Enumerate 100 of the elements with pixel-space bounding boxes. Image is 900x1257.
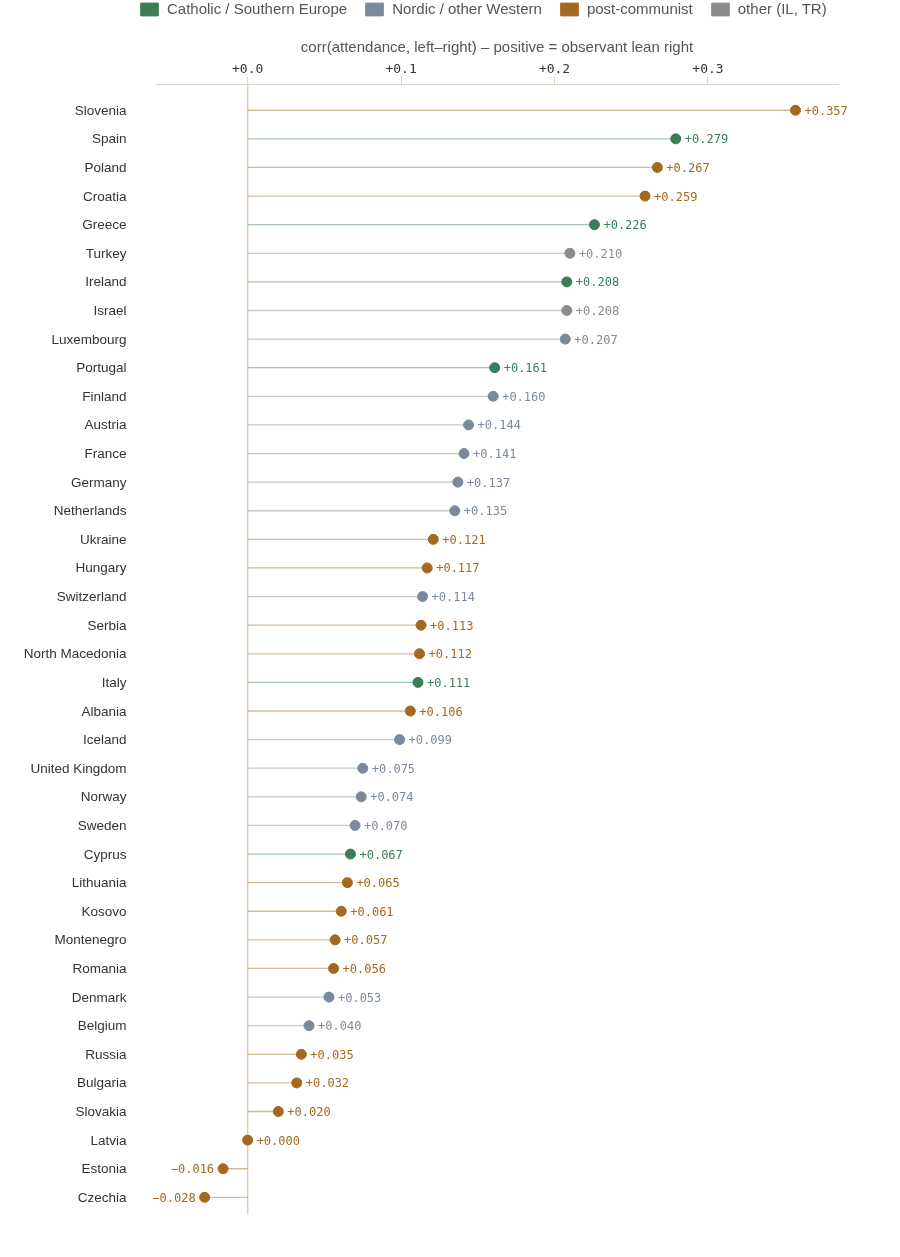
legend-label: Catholic / Southern Europe [167, 0, 348, 17]
data-label: +0.137 [466, 475, 511, 490]
data-label: +0.111 [426, 675, 471, 690]
point [427, 533, 439, 545]
data-label: +0.279 [684, 132, 729, 147]
legend-label: other (IL, TR) [737, 0, 827, 17]
point [414, 648, 426, 660]
point [651, 161, 663, 173]
y-tick-label: Croatia [82, 188, 127, 204]
data-label: +0.259 [654, 189, 698, 204]
data-label: +0.099 [408, 733, 452, 748]
y-tick-label: Latvia [90, 1132, 127, 1148]
y-tick-label: Finland [82, 388, 127, 404]
y-tick-label: Bulgaria [76, 1075, 127, 1091]
y-tick-label: Switzerland [56, 589, 127, 605]
point [341, 877, 353, 889]
data-label: +0.210 [578, 246, 623, 261]
point [394, 734, 406, 746]
data-label: +0.040 [318, 1019, 362, 1034]
y-tick-label: Belgium [77, 1018, 127, 1034]
data-label: +0.208 [575, 304, 620, 318]
data-label: +0.112 [428, 647, 472, 662]
point [639, 190, 651, 202]
legend-label: post-communist [586, 0, 693, 17]
data-label: +0.267 [666, 160, 710, 175]
y-tick-label: Israel [93, 303, 127, 318]
data-label: +0.056 [342, 961, 386, 976]
data-label: +0.057 [344, 933, 388, 948]
x-tick-label: +0.0 [231, 60, 264, 76]
data-label: +0.067 [359, 847, 403, 862]
point [412, 676, 424, 688]
y-tick-label: Czechia [77, 1189, 127, 1205]
data-label: +0.053 [337, 990, 382, 1005]
y-tick-label: Romania [72, 960, 127, 976]
data-label: +0.061 [350, 904, 394, 919]
y-tick-label: North Macedonia [23, 646, 127, 662]
data-label: +0.135 [463, 504, 508, 519]
data-label: +0.207 [574, 332, 618, 347]
y-tick-label: Italy [101, 674, 127, 690]
data-label: −0.028 [152, 1190, 196, 1205]
y-tick-label: Turkey [85, 245, 127, 261]
y-tick-label: Norway [80, 789, 127, 805]
data-label: +0.035 [310, 1047, 354, 1062]
y-tick-label: Greece [82, 217, 127, 233]
y-tick-label: Estonia [81, 1161, 127, 1177]
data-label: −0.016 [170, 1162, 215, 1177]
data-label: +0.121 [442, 532, 486, 547]
y-tick-label: Hungary [75, 560, 127, 576]
point [463, 419, 475, 431]
y-tick-label: Poland [84, 159, 127, 175]
y-tick-label: Lithuania [71, 875, 127, 891]
point [328, 962, 340, 974]
point [588, 219, 600, 231]
y-tick-label: Albania [81, 703, 127, 719]
point [329, 934, 341, 946]
y-tick-label: Slovakia [75, 1104, 127, 1120]
x-tick-label: +0.3 [692, 60, 724, 76]
data-label: +0.114 [431, 590, 475, 605]
x-tick-label: +0.2 [538, 60, 571, 76]
point [199, 1191, 211, 1203]
data-label: +0.160 [502, 389, 546, 404]
y-tick-label: Slovenia [74, 102, 127, 118]
y-tick-label: Sweden [77, 817, 127, 833]
point [561, 305, 573, 316]
y-tick-label: Ireland [85, 274, 127, 290]
x-tick-label: +0.1 [385, 60, 417, 76]
data-label: +0.357 [804, 103, 848, 118]
y-tick-label: Luxembourg [51, 331, 127, 347]
y-tick-label: Russia [85, 1046, 127, 1062]
point [670, 133, 682, 145]
y-tick-label: Portugal [76, 360, 127, 376]
data-label: +0.113 [430, 618, 474, 633]
y-tick-label: Ukraine [79, 531, 127, 547]
point [295, 1048, 307, 1060]
y-tick-label: Austria [84, 417, 127, 433]
y-tick-label: Kosovo [81, 903, 127, 919]
data-label: +0.117 [436, 561, 480, 576]
point [452, 476, 464, 488]
data-label: +0.161 [503, 361, 548, 376]
point [272, 1106, 284, 1117]
data-label: +0.074 [370, 790, 414, 805]
point [487, 390, 499, 402]
y-tick-label: United Kingdom [30, 760, 127, 776]
point [335, 905, 347, 917]
y-tick-label: Serbia [87, 617, 127, 633]
point [355, 791, 367, 803]
point [242, 1134, 254, 1146]
point [357, 762, 369, 774]
point [291, 1077, 303, 1089]
point [559, 333, 571, 345]
data-label: +0.075 [371, 761, 416, 776]
point [489, 362, 501, 374]
x-axis-title: corr(attendance, left–right) – positive = observant lean right [300, 37, 694, 55]
point [344, 848, 356, 860]
y-tick-label: Cyprus [83, 846, 127, 862]
y-tick-label: France [84, 446, 127, 462]
point [404, 705, 416, 717]
y-tick-label: Netherlands [53, 503, 127, 519]
data-label: +0.106 [419, 704, 463, 719]
point [561, 276, 573, 288]
